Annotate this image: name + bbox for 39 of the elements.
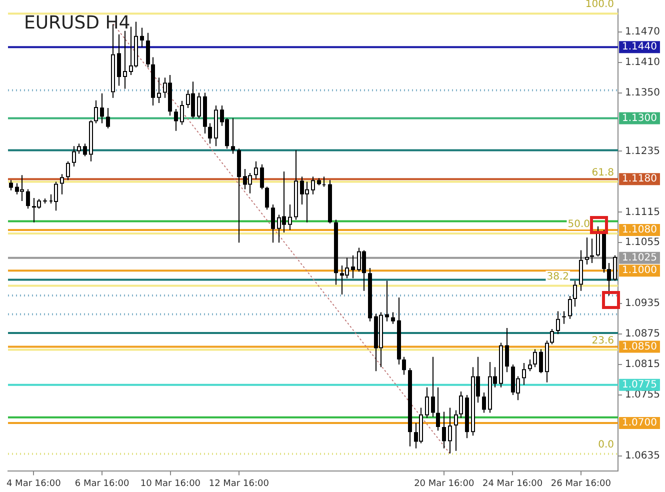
- y-tick-label: 1.1235: [625, 146, 660, 157]
- x-tick-label: 24 Mar 16:00: [482, 478, 543, 489]
- ref-line-label: 1.0700: [622, 418, 657, 429]
- ref-line-label: 1.0850: [622, 341, 657, 352]
- y-tick-label: 1.0815: [625, 359, 660, 370]
- candlestick: [322, 176, 326, 187]
- candlestick: [590, 238, 594, 263]
- annotation: 50.0: [568, 219, 590, 230]
- ref-line-label: 1.1440: [622, 42, 657, 53]
- ref-line-label: 1.1000: [622, 265, 657, 276]
- y-tick-label: 1.0875: [625, 328, 660, 340]
- y-tick-label: 1.0755: [625, 390, 660, 401]
- y-tick-label: 1.1115: [625, 206, 660, 218]
- annotation: 0.0: [598, 440, 614, 451]
- annotation: 61.8: [592, 167, 614, 178]
- x-tick-label: 26 Mar 16:00: [550, 478, 612, 489]
- x-tick-label: 6 Mar 16:00: [74, 478, 130, 489]
- y-tick-label: 1.1470: [625, 26, 660, 38]
- candlestick: [385, 280, 389, 322]
- annotation: 100.0: [585, 0, 614, 10]
- ref-line-label: 1.1025: [622, 252, 657, 264]
- x-tick-label: 4 Mar 16:00: [6, 478, 62, 489]
- y-tick-label: 1.0935: [625, 298, 660, 310]
- ref-line-label: 1.0775: [622, 379, 657, 390]
- x-tick-label: 10 Mar 16:00: [140, 478, 201, 489]
- x-tick-label: 12 Mar 16:00: [208, 478, 270, 489]
- annotation: 38.2: [546, 271, 569, 282]
- ref-line-label: 1.1300: [622, 112, 657, 124]
- ref-line-label: 1.1180: [622, 174, 657, 185]
- annotation: 23.6: [592, 335, 614, 346]
- candlestick: [231, 118, 235, 154]
- y-tick-label: 1.1350: [625, 87, 660, 98]
- chart-title: EURUSD H4: [24, 12, 130, 34]
- ref-line-label: 1.1080: [622, 224, 657, 236]
- y-tick-label: 1.1410: [625, 56, 660, 68]
- y-tick-label: 1.1055: [625, 237, 660, 248]
- x-tick-label: 20 Mar 16:00: [414, 478, 474, 489]
- y-tick-label: 1.0635: [625, 450, 660, 462]
- candlestick: [562, 311, 566, 324]
